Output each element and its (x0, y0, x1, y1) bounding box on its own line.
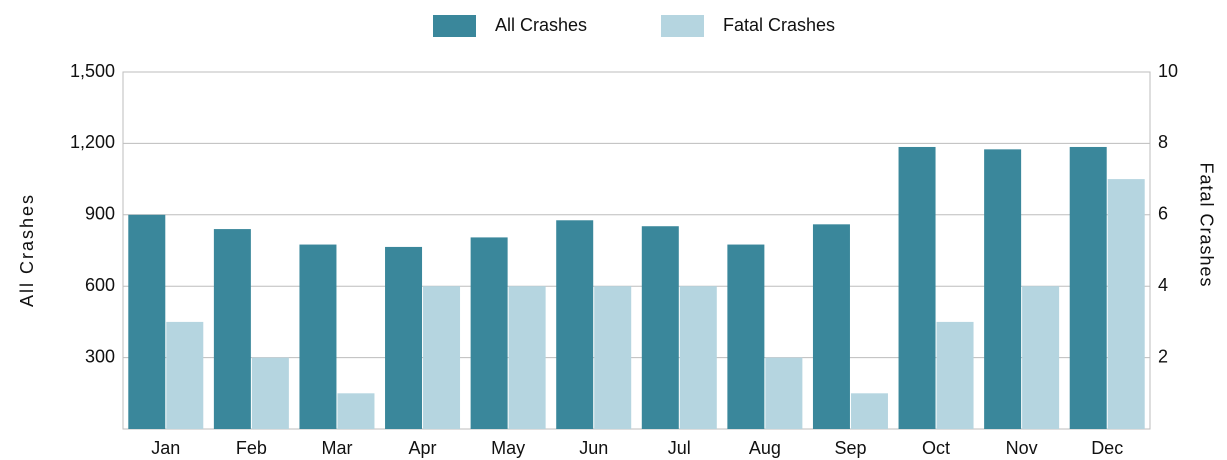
bar (251, 357, 289, 429)
bar (594, 286, 632, 429)
y-tick-label: 900 (85, 204, 115, 224)
bar (299, 244, 337, 429)
bar (508, 286, 546, 429)
y-tick-label: 600 (85, 275, 115, 295)
legend-swatch (433, 15, 476, 37)
y-tick-label: 1,500 (70, 61, 115, 81)
bar (765, 357, 803, 429)
y2-tick-label: 6 (1158, 204, 1168, 224)
bar (1107, 179, 1145, 429)
bar (556, 220, 594, 429)
bar (850, 393, 888, 429)
x-tick-label: Jul (668, 438, 691, 458)
x-tick-label: Feb (236, 438, 267, 458)
bar (1069, 146, 1107, 429)
bar (385, 246, 423, 429)
bar (213, 229, 251, 429)
bar (679, 286, 717, 429)
bar (1022, 286, 1060, 429)
bar (984, 149, 1022, 429)
y2-tick-label: 4 (1158, 275, 1168, 295)
y2-tick-label: 10 (1158, 61, 1178, 81)
x-tick-label: Mar (321, 438, 352, 458)
y2-axis-label: Fatal Crashes (1196, 162, 1216, 287)
bar (812, 224, 850, 429)
y2-tick-label: 8 (1158, 132, 1168, 152)
y-tick-label: 300 (85, 346, 115, 366)
legend-swatch (661, 15, 704, 37)
bar (470, 237, 508, 429)
x-tick-label: Nov (1006, 438, 1038, 458)
x-tick-label: Dec (1091, 438, 1123, 458)
bar (128, 214, 166, 429)
x-tick-label: Jan (151, 438, 180, 458)
bar (898, 146, 936, 429)
y-tick-label: 1,200 (70, 132, 115, 152)
x-tick-label: May (491, 438, 525, 458)
bar (423, 286, 461, 429)
x-tick-label: Oct (922, 438, 950, 458)
x-tick-label: Aug (749, 438, 781, 458)
x-tick-label: Jun (579, 438, 608, 458)
bar (337, 393, 375, 429)
legend-label: Fatal Crashes (723, 15, 835, 35)
x-tick-label: Sep (834, 438, 866, 458)
bar (641, 226, 679, 429)
y2-tick-label: 2 (1158, 346, 1168, 366)
bar (727, 244, 765, 429)
y-axis-label: All Crashes (17, 193, 37, 307)
bar (166, 321, 204, 429)
bar (936, 321, 974, 429)
x-tick-label: Apr (409, 438, 437, 458)
legend-label: All Crashes (495, 15, 587, 35)
